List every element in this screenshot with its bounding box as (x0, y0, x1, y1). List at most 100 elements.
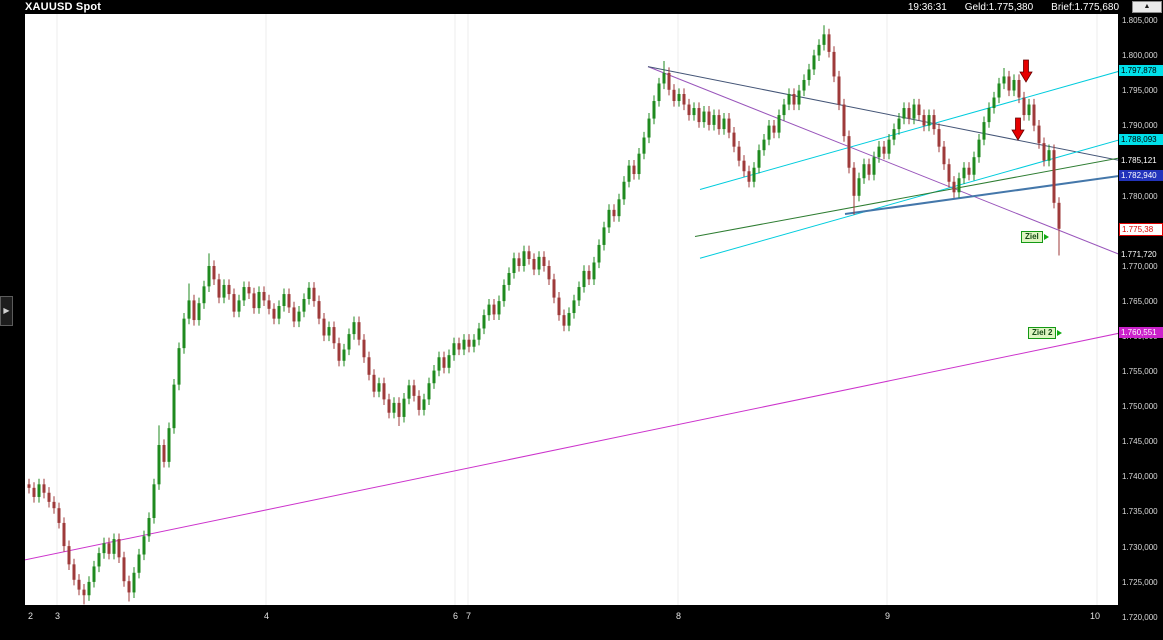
candle-body (802, 79, 806, 91)
candle-body (647, 118, 651, 138)
candle-body (772, 125, 776, 133)
candle-body (472, 339, 476, 347)
candle-body (842, 104, 846, 137)
candle-body (982, 122, 986, 140)
candle-body (912, 104, 916, 119)
sell-arrow-icon[interactable] (1019, 59, 1033, 83)
candle-body (547, 265, 551, 280)
candle-body (727, 118, 731, 133)
candlestick-chart[interactable] (25, 14, 1118, 605)
candle-body (567, 313, 571, 326)
candle-body (612, 209, 616, 217)
ascending-channel-upper[interactable] (699, 71, 1118, 190)
candle-body (592, 262, 596, 280)
price-tag-channel-upper: 1.797,878 (1119, 64, 1163, 76)
candle-body (792, 94, 796, 105)
candle-body (217, 279, 221, 298)
bid-quote: Geld:1.775,380 (964, 2, 1034, 13)
candle-body (52, 501, 56, 509)
candle-body (342, 349, 346, 361)
price-axis-label: 1.805,000 (1122, 16, 1158, 25)
price-tag-target-2: 1.760,551 (1119, 327, 1163, 339)
candle-body (492, 304, 496, 315)
candle-body (252, 293, 256, 309)
candle-body (867, 164, 871, 175)
scroll-up-button[interactable]: ▲ (1132, 1, 1162, 13)
candle-body (92, 566, 96, 582)
candle-body (372, 374, 376, 392)
candle-body (302, 298, 306, 312)
price-tag-support: 1.782,940 (1119, 169, 1163, 181)
candle-body (622, 181, 626, 200)
candle-body (942, 146, 946, 165)
candle-body (952, 181, 956, 193)
candle-body (1057, 202, 1061, 229)
long-term-ascending-trendline[interactable] (25, 332, 1118, 565)
candle-body (852, 167, 856, 196)
sell-arrow-icon[interactable] (1011, 117, 1025, 141)
candle-body (672, 89, 676, 102)
candle-body (127, 581, 131, 593)
candle-body (212, 265, 216, 280)
candle-body (387, 399, 391, 413)
candle-body (517, 258, 521, 266)
clock: 19:36:31 (907, 2, 947, 13)
candle-body (132, 572, 136, 593)
candle-body (742, 160, 746, 172)
time-axis-label: 10 (1090, 611, 1101, 621)
candle-body (432, 370, 436, 384)
descending-trendline-steep[interactable] (647, 66, 1118, 255)
candle-body (32, 487, 36, 497)
right-arrow-icon: ▶ (3, 306, 10, 315)
quote-strip: 19:36:31 Geld:1.775,380 Brief:1.775,680 (908, 2, 1119, 13)
price-axis-label: 1.735,000 (1122, 507, 1158, 517)
candle-body (897, 118, 901, 130)
price-tag-trendline: 1.785,121 (1119, 154, 1163, 166)
candle-body (227, 284, 231, 295)
time-axis-label: 7 (466, 611, 472, 621)
candle-body (627, 165, 631, 182)
candle-body (957, 178, 961, 193)
panel-toggle-button[interactable]: ▶ (0, 296, 13, 326)
candle-body (222, 284, 226, 298)
candle-body (702, 111, 706, 123)
candle-body (152, 484, 156, 519)
candle-body (667, 72, 671, 90)
candle-body (617, 199, 621, 217)
candle-body (447, 355, 451, 368)
price-axis-label: 1.760,000 (1122, 331, 1158, 341)
candle-body (872, 157, 876, 175)
candle-body (752, 167, 756, 182)
descending-trendline-flat[interactable] (647, 66, 1118, 161)
ascending-support-thick[interactable] (844, 175, 1118, 216)
candle-body (907, 108, 911, 119)
candle-body (822, 34, 826, 45)
time-axis-label: 8 (676, 611, 682, 621)
candle-body (142, 536, 146, 555)
candle-body (582, 270, 586, 288)
candle-body (357, 322, 361, 340)
candle-body (747, 171, 751, 182)
candle-body (732, 132, 736, 147)
time-axis[interactable]: 2 3 4 6 7 8 9 10 (0, 605, 1163, 640)
candle-body (47, 492, 51, 502)
candle-body (992, 97, 996, 109)
candle-body (642, 137, 646, 154)
candle-body (937, 129, 941, 147)
candle-body (787, 94, 791, 105)
candle-body (162, 445, 166, 462)
candle-body (767, 125, 771, 140)
candle-body (147, 518, 151, 537)
candle-body (322, 318, 326, 336)
candle-body (717, 115, 721, 130)
candle-body (862, 164, 866, 179)
price-axis-label: 1.775,000 (1122, 226, 1158, 236)
candle-body (562, 315, 566, 326)
candle-body (462, 339, 466, 350)
candle-body (687, 104, 691, 116)
candle-body (117, 539, 121, 558)
candle-body (877, 146, 881, 158)
candle-body (512, 258, 516, 274)
ascending-support-green[interactable] (694, 157, 1118, 238)
candle-body (762, 139, 766, 151)
